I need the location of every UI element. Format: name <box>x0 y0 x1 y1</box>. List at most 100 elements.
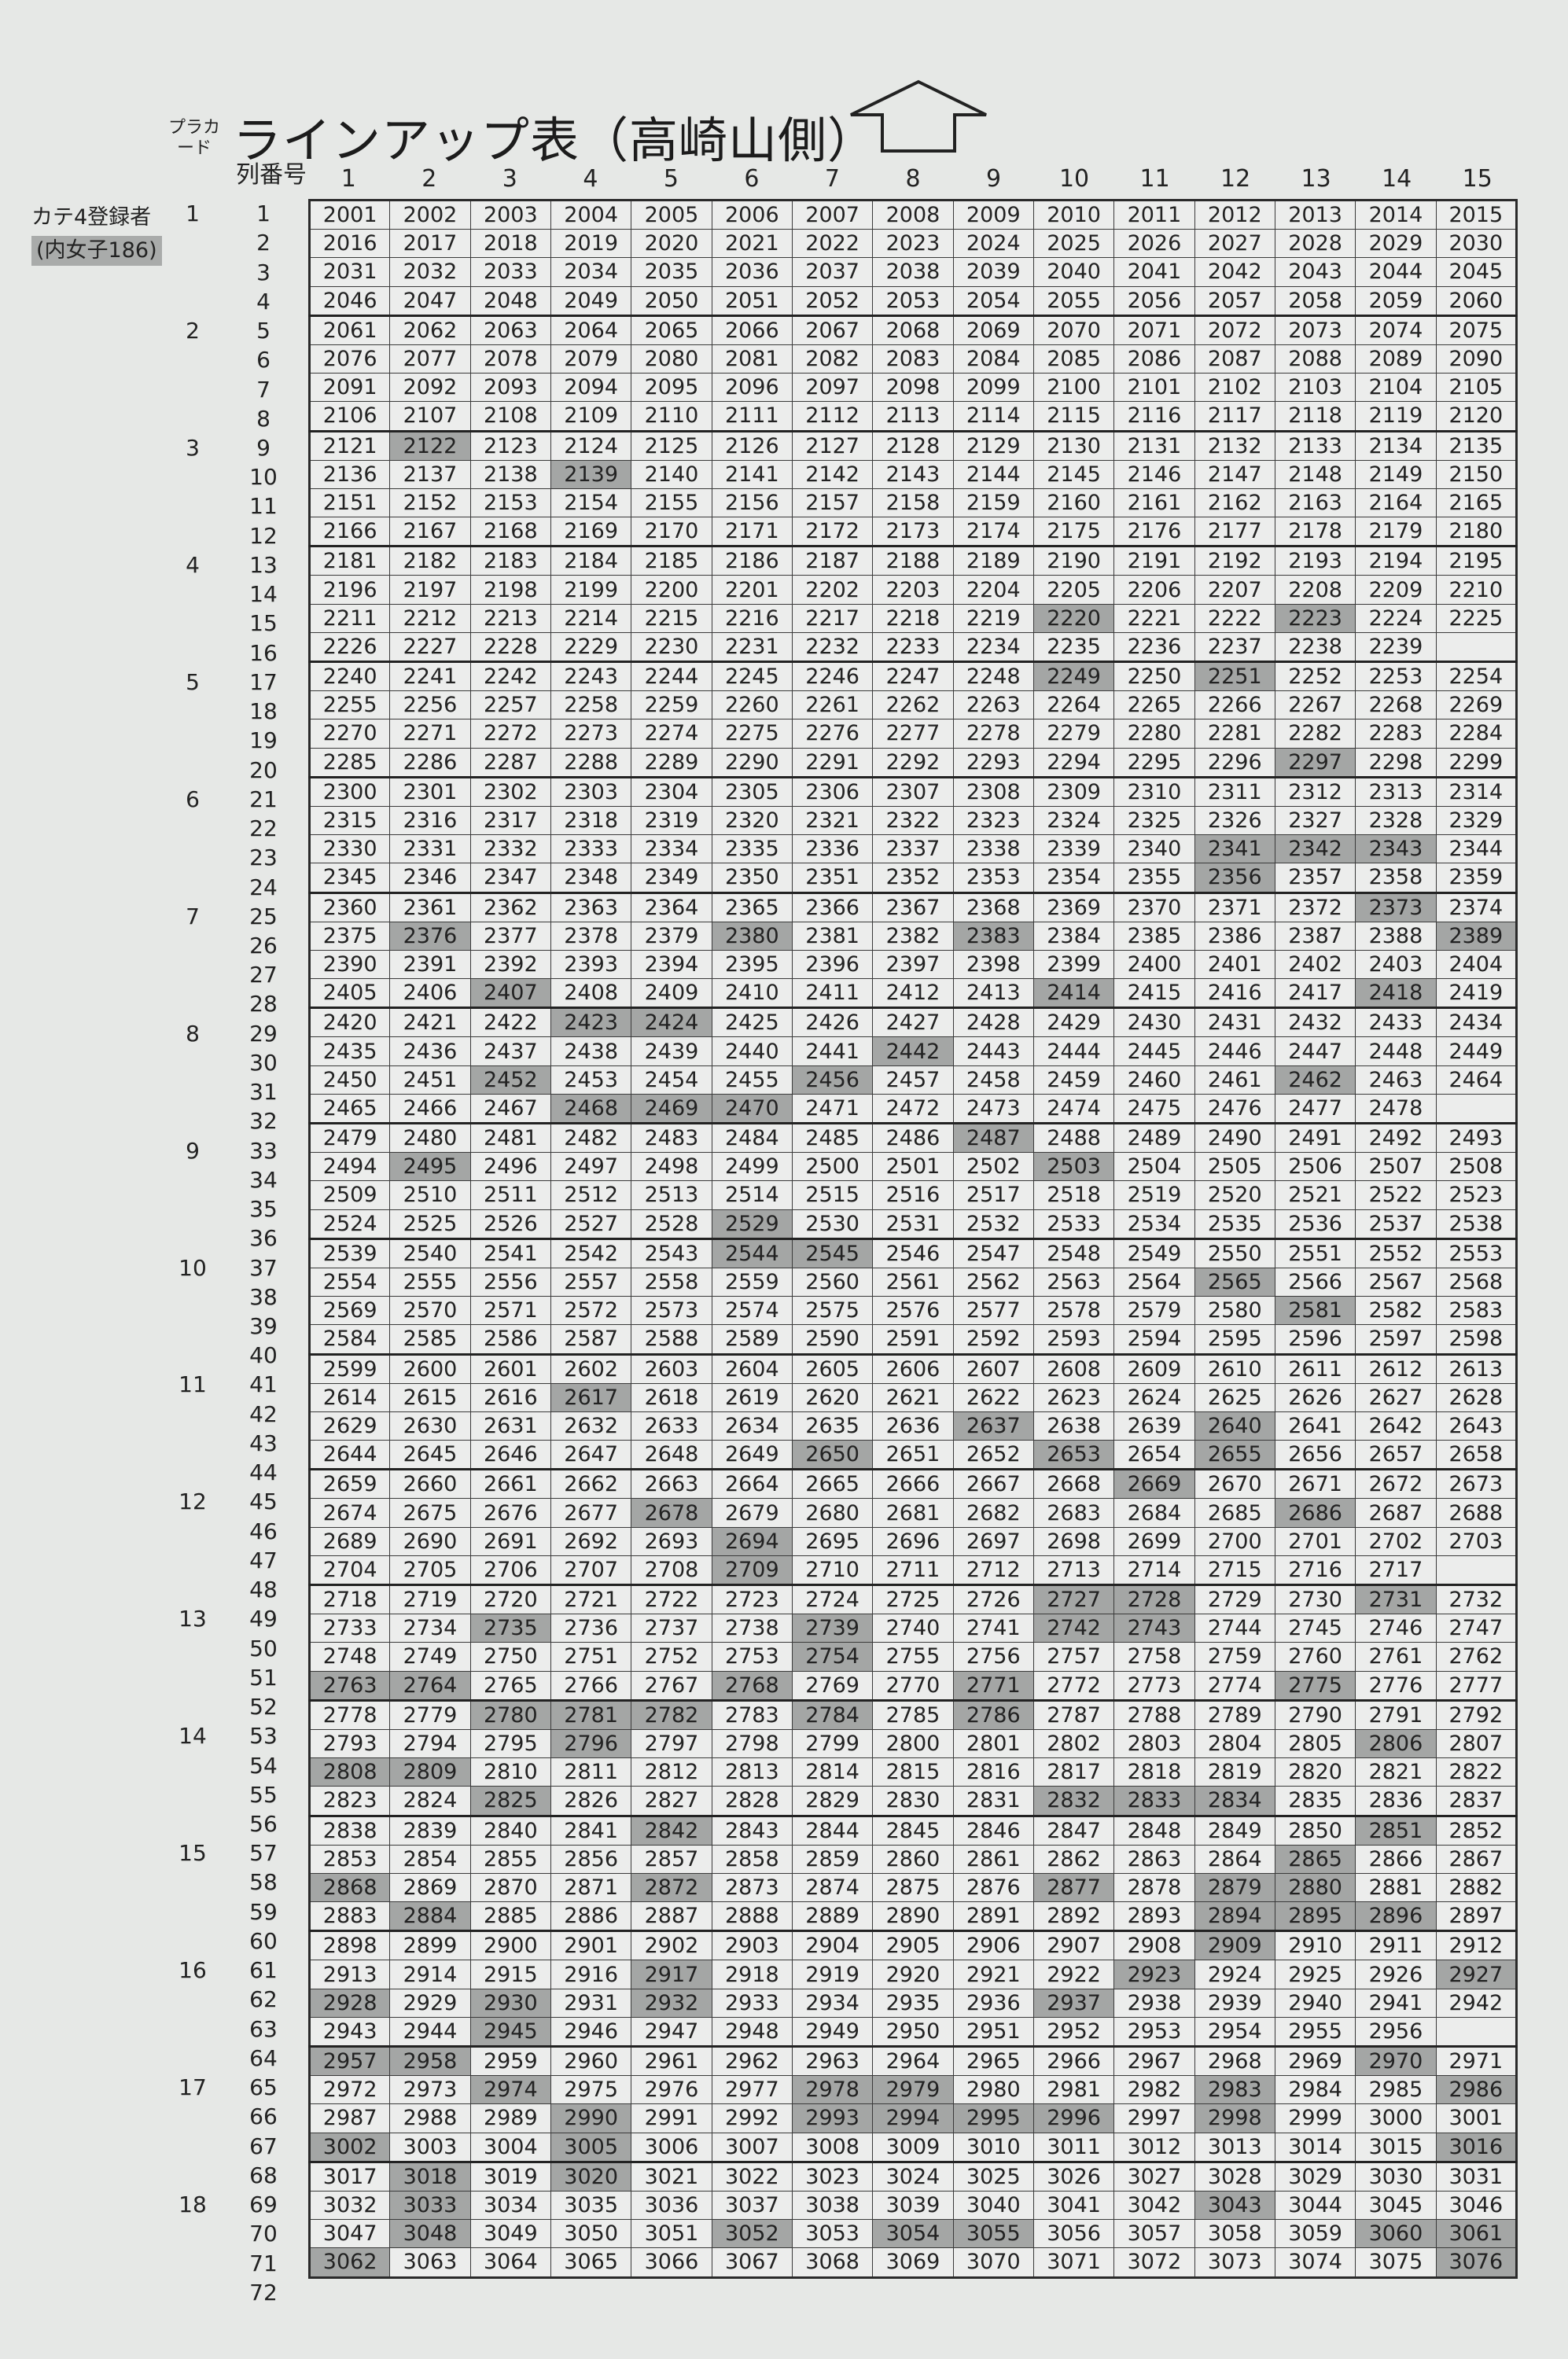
placard-number: 8 <box>186 1020 200 1047</box>
table-cell: 2543 <box>631 1237 712 1268</box>
table-cell: 2782 <box>631 1698 712 1730</box>
table-cell: 2726 <box>952 1583 1034 1615</box>
table-cell: 2297 <box>1274 747 1356 778</box>
table-cell: 2715 <box>1194 1555 1275 1586</box>
table-cell: 2689 <box>308 1526 391 1556</box>
table-cell: 2356 <box>1194 863 1275 893</box>
table-cell: 2431 <box>1194 1007 1275 1038</box>
table-cell: 2620 <box>791 1382 874 1412</box>
table-cell: 2944 <box>389 2016 471 2048</box>
table-cell: 2270 <box>308 719 391 749</box>
table-cell: 2506 <box>1274 1152 1356 1182</box>
column-number: 4 <box>583 165 598 193</box>
table-cell: 2810 <box>469 1757 551 1787</box>
table-cell: 2117 <box>1194 401 1275 432</box>
table-cell: 2399 <box>1032 949 1115 980</box>
table-cell: 2323 <box>952 805 1034 836</box>
table-cell: 2174 <box>952 517 1034 547</box>
table-cell: 2500 <box>791 1152 874 1182</box>
table-cell: 2525 <box>389 1209 471 1239</box>
table-cell: 2173 <box>872 517 954 547</box>
table-cell: 2472 <box>872 1093 954 1124</box>
table-cell: 2453 <box>550 1065 632 1095</box>
table-cell: 2876 <box>952 1872 1034 1903</box>
table-cell: 2251 <box>1194 660 1275 692</box>
table-cell: 2063 <box>469 314 551 345</box>
table-cell: 2945 <box>469 2016 551 2048</box>
table-cell: 2283 <box>1355 719 1437 749</box>
table-cell: 2698 <box>1032 1526 1115 1556</box>
row-number: 21 <box>249 786 278 812</box>
table-cell: 2857 <box>631 1844 712 1874</box>
table-cell: 2108 <box>469 401 551 432</box>
row-number: 44 <box>249 1459 278 1486</box>
table-cell: 2533 <box>1032 1209 1115 1239</box>
table-cell: 2019 <box>550 229 632 259</box>
table-cell: 2463 <box>1355 1065 1437 1095</box>
table-cell: 2886 <box>550 1901 632 1932</box>
table-cell: 2483 <box>631 1121 712 1154</box>
table-cell: 2591 <box>872 1324 954 1355</box>
table-cell: 2140 <box>631 459 712 489</box>
table-cell: 2210 <box>1435 575 1518 605</box>
table-cell: 2797 <box>631 1728 712 1759</box>
table-cell: 3042 <box>1113 2190 1195 2221</box>
table-cell: 2905 <box>872 1930 954 1961</box>
table-cell: 2913 <box>308 1960 391 1989</box>
table-cell: 2804 <box>1194 1728 1275 1759</box>
row-label: 71 <box>157 2248 307 2277</box>
table-cell: 2560 <box>791 1267 874 1297</box>
row-label: 4 <box>157 287 307 316</box>
table-cell: 2494 <box>308 1152 391 1182</box>
table-cell: 2011 <box>1113 199 1195 230</box>
table-cell: 2977 <box>711 2075 793 2105</box>
table-cell: 2062 <box>389 314 471 345</box>
row-number: 15 <box>249 610 278 637</box>
table-cell: 2332 <box>469 834 551 864</box>
row-number: 71 <box>249 2250 278 2276</box>
row-label: 39 <box>157 1312 307 1341</box>
table-cell: 2583 <box>1435 1296 1518 1326</box>
table-cell: 2833 <box>1113 1786 1195 1816</box>
table-cell: 2218 <box>872 603 954 633</box>
table-cell: 2444 <box>1032 1036 1115 1066</box>
table-cell: 2265 <box>1113 690 1195 720</box>
table-cell: 2455 <box>711 1065 793 1095</box>
table-cell: 3045 <box>1355 2190 1437 2221</box>
table-row: 3062 3063 3064 3065 3066 3067 3068 3069 3070 3071… <box>308 2247 1518 2278</box>
table-cell: 2777 <box>1435 1670 1518 1701</box>
row-number: 43 <box>249 1430 278 1456</box>
table-cell: 2897 <box>1435 1901 1518 1932</box>
table-cell: 2208 <box>1274 575 1356 605</box>
table-cell: 2602 <box>550 1352 632 1384</box>
table-cell: 2927 <box>1435 1960 1518 1989</box>
table-cell: 2059 <box>1355 285 1437 316</box>
table-cell: 2186 <box>711 545 793 576</box>
table-cell: 2443 <box>952 1036 1034 1066</box>
table-row: 2091 2092 2093 2094 2095 2096 2097 2098 2099 2100… <box>308 373 1518 403</box>
table-cell: 2233 <box>872 631 954 663</box>
table-cell: 2807 <box>1435 1728 1518 1759</box>
table-cell: 2985 <box>1355 2075 1437 2105</box>
table-cell: 2612 <box>1355 1352 1437 1384</box>
table-cell: 2502 <box>952 1152 1034 1182</box>
table-cell: 2370 <box>1113 891 1195 922</box>
table-cell: 2214 <box>550 603 632 633</box>
table-cell: 2046 <box>308 285 391 316</box>
row-number: 8 <box>256 405 271 432</box>
table-cell: 2206 <box>1113 575 1195 605</box>
row-number: 29 <box>249 1020 278 1047</box>
row-number: 25 <box>249 903 278 929</box>
table-cell: 2644 <box>308 1440 391 1470</box>
table-cell: 2585 <box>389 1324 471 1355</box>
table-cell: 2480 <box>389 1121 471 1154</box>
table-cell: 2869 <box>389 1872 471 1903</box>
row-label: 47 <box>157 1546 307 1575</box>
table-cell: 2254 <box>1435 660 1518 692</box>
table-cell: 2784 <box>791 1698 874 1730</box>
table-cell: 2578 <box>1032 1296 1115 1326</box>
table-cell: 2874 <box>791 1872 874 1903</box>
table-cell: 2224 <box>1355 603 1437 633</box>
table-cell: 2994 <box>872 2103 954 2133</box>
